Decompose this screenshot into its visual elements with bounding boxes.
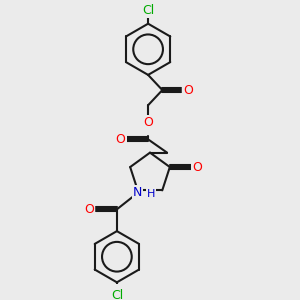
Text: N: N	[133, 186, 142, 199]
Text: O: O	[143, 116, 153, 129]
Text: O: O	[116, 133, 125, 146]
Text: Cl: Cl	[111, 289, 123, 300]
Text: H: H	[147, 189, 155, 199]
Text: O: O	[85, 203, 94, 216]
Text: O: O	[192, 160, 202, 173]
Text: O: O	[183, 84, 193, 97]
Text: Cl: Cl	[142, 4, 154, 17]
